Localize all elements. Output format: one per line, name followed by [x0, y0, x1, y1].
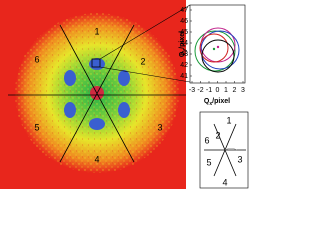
x-tick-label: -1	[206, 87, 212, 94]
key-label: 4	[222, 177, 227, 187]
x-tick-label: -2	[197, 87, 203, 94]
x-tick-label: 3	[241, 87, 245, 94]
y-tick-label: 45	[180, 29, 188, 36]
sector-key: 12 3 4 5 6	[199, 111, 249, 189]
sector-label: 2	[140, 56, 145, 66]
key-label: 5	[206, 157, 211, 167]
sector-label: 1	[94, 26, 99, 36]
x-tick-label: 2	[233, 87, 237, 94]
key-label: 2	[215, 130, 220, 140]
y-axis-label: Qy/pixel	[179, 31, 188, 57]
y-tick-label: 46	[180, 18, 188, 25]
inset-plot: Qy/pixel Qx/pixel -3 -2 -1 0 1 2 3 41 42 43 44 45 46…	[179, 4, 246, 107]
sector-label: 4	[94, 154, 99, 164]
y-tick-label: 43	[180, 51, 188, 58]
x-axis-label: Qx/pixel	[204, 98, 230, 107]
key-label: 6	[204, 135, 209, 145]
sector-label: 6	[34, 54, 39, 64]
key-label: 1	[226, 115, 231, 125]
y-tick-label: 42	[180, 62, 188, 69]
sector-label: 3	[157, 122, 162, 132]
y-tick-label: 44	[180, 40, 188, 47]
key-label: 3	[237, 154, 242, 164]
x-tick-label: 1	[224, 87, 228, 94]
y-tick-label: 41	[180, 73, 188, 80]
x-tick-label: 0	[216, 87, 220, 94]
x-tick-label: -3	[189, 87, 195, 94]
sector-label: 5	[34, 122, 39, 132]
y-tick-label: 47	[180, 7, 188, 14]
